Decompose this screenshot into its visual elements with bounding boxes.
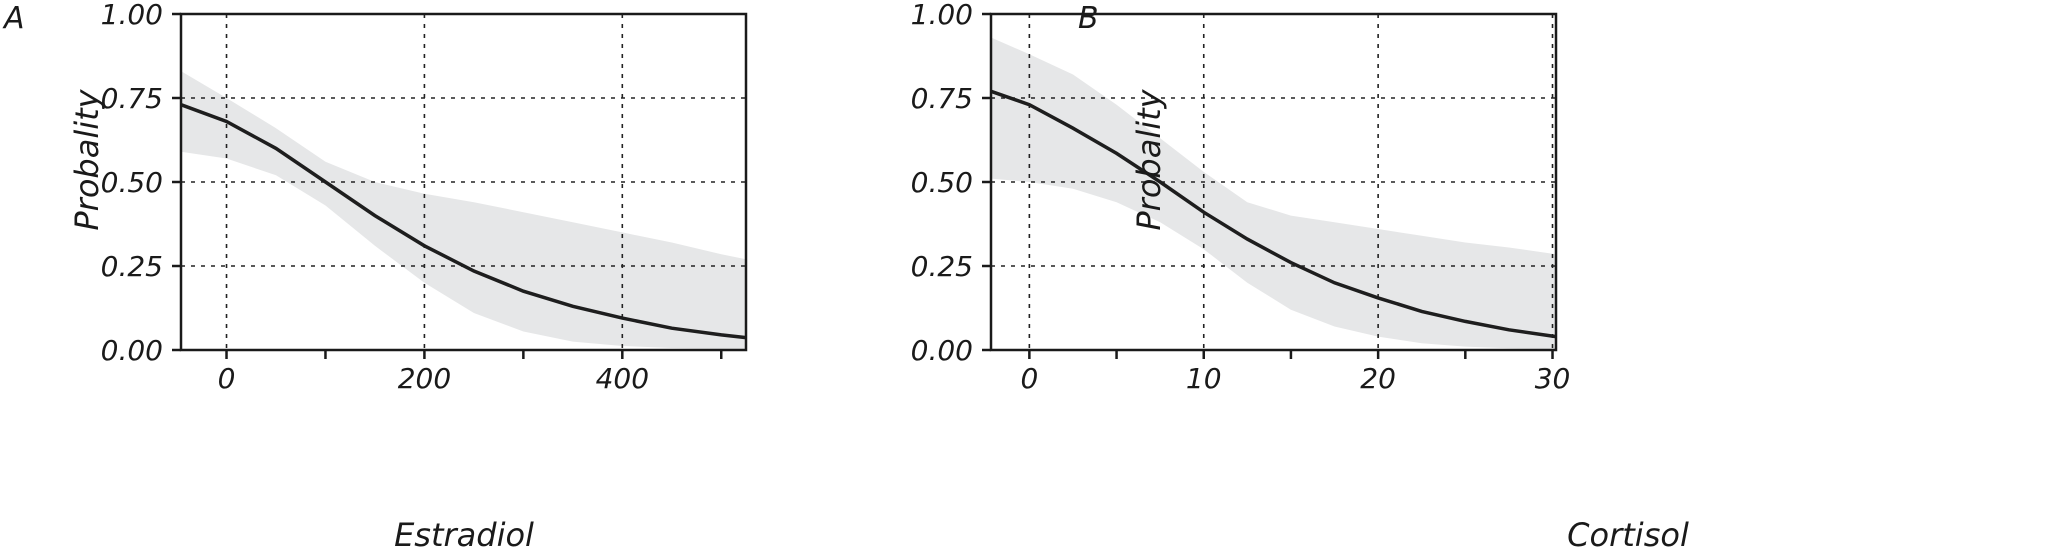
panel-a-y-tick-label: 0.00: [101, 334, 163, 367]
panel-a-fitted-curve: [180, 103, 747, 340]
panel-b-y-tick-label: 0.50: [911, 166, 973, 199]
panel-b-x-tick-label: 10: [1186, 362, 1222, 395]
panel-a-y-tick-label: 0.75: [101, 82, 163, 115]
panel-a-x-tick-label: 200: [398, 362, 451, 395]
panel-b-plot: 0 10 20 30 0.00 0.25 0.50 0.75 1.00: [911, 0, 1571, 395]
panel-b: B 0 10 20 30 0.00 0.25 0.50 0.75 1.00 Cortisol P…: [911, 0, 1689, 548]
panel-b-x-tick-label: 30: [1535, 362, 1571, 395]
panel-b-y-tick-label: 0.75: [911, 82, 973, 115]
panel-b-y-tick-label: 1.00: [911, 0, 973, 31]
panel-a-confidence-band: [181, 71, 746, 350]
panel-b-y-tick-label: 0.00: [911, 334, 973, 367]
panel-b-confidence-band: [991, 37, 1556, 350]
panel-a-plot: 0 200 400 0.00 0.25 0.50 0.75 1.00: [101, 0, 748, 395]
panel-b-x-axis-title: Cortisol: [1567, 516, 1689, 548]
panel-a-x-axis-title: Estradiol: [394, 516, 534, 548]
panel-a-y-tick-label: 1.00: [101, 0, 163, 31]
panel-b-letter: B: [1078, 1, 1099, 36]
panel-a-y-axis-title: Probality: [68, 88, 106, 230]
panel-b-fitted-curve: [990, 89, 1557, 339]
panel-a-y-tick-label: 0.50: [101, 166, 163, 199]
panel-b-y-axis-title: Probality: [1130, 88, 1168, 230]
panel-b-y-tick-label: 0.25: [911, 250, 973, 283]
panel-b-x-tick-label: 20: [1360, 362, 1396, 395]
panel-b-x-tick-label: 0: [1020, 362, 1038, 395]
panel-a-x-tick-label: 400: [596, 362, 649, 395]
panel-a-letter: A: [2, 1, 25, 36]
panel-a-x-tick-label: 0: [218, 362, 236, 395]
panel-a-y-tick-label: 0.25: [101, 250, 163, 283]
